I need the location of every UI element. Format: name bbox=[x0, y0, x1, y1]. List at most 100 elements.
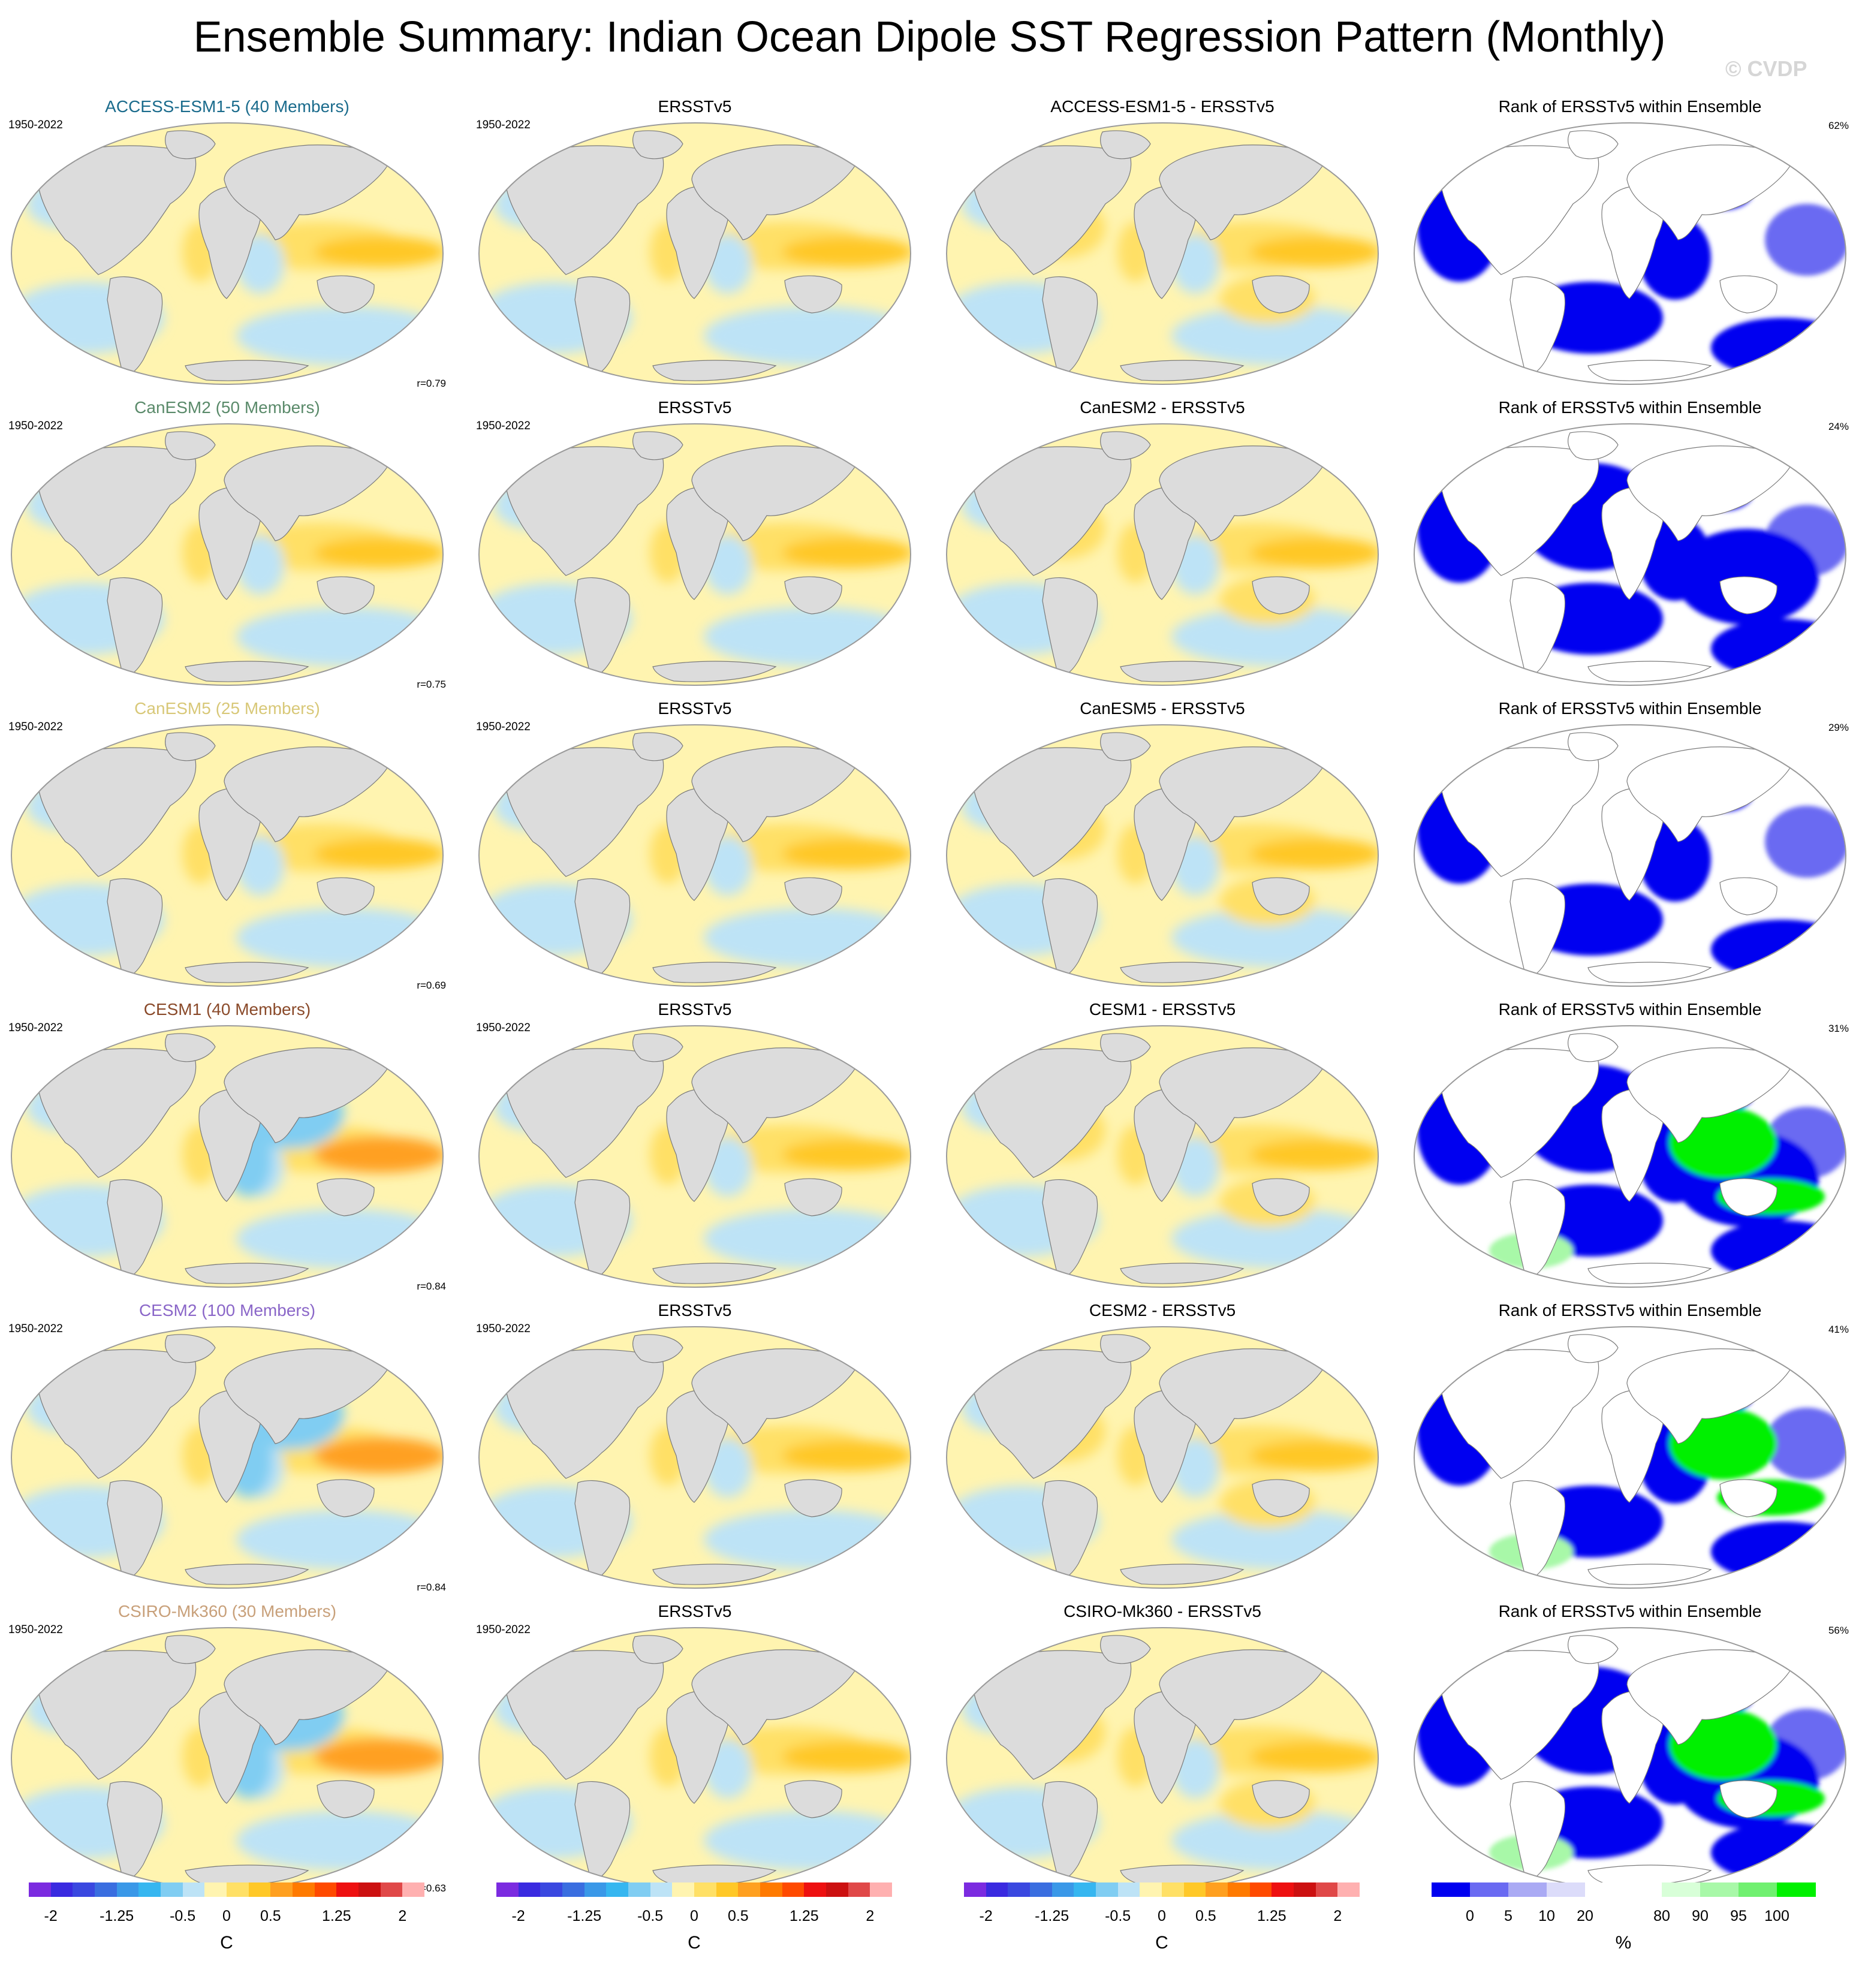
land-icon bbox=[1120, 661, 1245, 682]
colorbar-swatch bbox=[402, 1882, 425, 1897]
land-icon bbox=[317, 877, 375, 915]
land-icon bbox=[1568, 1033, 1619, 1062]
sst-colorbar: -2 -1.25 -0.5 0 0.5 1.25 2 C bbox=[496, 1882, 893, 1966]
land-icon bbox=[224, 1348, 390, 1444]
colorbar-tick-label: 2 bbox=[398, 1908, 407, 1924]
model-panel: CESM2 (100 Members) 1950-2022 r=0.84 bbox=[8, 1300, 446, 1594]
colorbar-swatch bbox=[270, 1882, 293, 1897]
land-icon bbox=[1510, 276, 1566, 375]
colorbar-tick-label: 1.25 bbox=[1257, 1908, 1286, 1924]
field-contour bbox=[782, 236, 911, 267]
land-icon bbox=[691, 445, 857, 541]
map-frame bbox=[1414, 724, 1846, 987]
map-frame bbox=[946, 1025, 1379, 1288]
land-icon bbox=[165, 1033, 216, 1062]
land-icon bbox=[1159, 746, 1325, 842]
land-icon bbox=[224, 445, 390, 541]
model-map bbox=[11, 1326, 444, 1589]
colorbar-swatch bbox=[29, 1882, 52, 1897]
field-contour bbox=[782, 838, 911, 869]
land-icon bbox=[38, 1048, 197, 1178]
difference-map bbox=[946, 1326, 1379, 1589]
land-icon bbox=[691, 1649, 857, 1745]
land-icon bbox=[1626, 1649, 1792, 1745]
field-contour bbox=[1249, 1139, 1378, 1170]
land-icon bbox=[1042, 1179, 1098, 1278]
land-icon bbox=[784, 1479, 842, 1517]
land-icon bbox=[1587, 1864, 1712, 1886]
land-icon bbox=[1568, 431, 1619, 460]
land-icon bbox=[317, 1780, 375, 1818]
land-icon bbox=[1626, 746, 1792, 842]
field-contour bbox=[236, 1811, 443, 1870]
land-icon bbox=[652, 661, 777, 682]
colorbar-swatch bbox=[738, 1882, 761, 1897]
colorbar-swatch bbox=[1315, 1882, 1338, 1897]
field-contour bbox=[1765, 806, 1846, 878]
land-icon bbox=[1252, 1178, 1310, 1216]
map-frame bbox=[11, 724, 444, 987]
colorbar-tick-label: -2 bbox=[511, 1908, 525, 1924]
land-icon bbox=[1100, 130, 1151, 159]
colorbar-swatches bbox=[29, 1882, 425, 1897]
colorbar-tick-label: -2 bbox=[979, 1908, 993, 1924]
period-label: 1950-2022 bbox=[476, 721, 531, 733]
land-icon bbox=[107, 276, 163, 375]
land-icon bbox=[1441, 1650, 1599, 1780]
land-icon bbox=[38, 1349, 197, 1479]
colorbar-swatch bbox=[293, 1882, 315, 1897]
land-icon bbox=[1587, 661, 1712, 682]
land-icon bbox=[1441, 1349, 1599, 1479]
period-label: 1950-2022 bbox=[8, 1022, 63, 1034]
land-icon bbox=[1441, 446, 1599, 576]
model-title: CESM1 (40 Members) bbox=[143, 1000, 311, 1019]
rank-map bbox=[1414, 1025, 1846, 1288]
sst-colorbar: -2 -1.25 -0.5 0 0.5 1.25 2 C bbox=[964, 1882, 1360, 1966]
land-icon bbox=[632, 431, 683, 460]
land-icon bbox=[691, 746, 857, 842]
map-frame bbox=[11, 1025, 444, 1288]
land-icon bbox=[691, 1047, 857, 1143]
colorbar-tick-label: -1.25 bbox=[100, 1908, 134, 1924]
rank-map bbox=[1414, 122, 1846, 385]
colorbar-unit: % bbox=[1615, 1933, 1632, 1953]
land-icon bbox=[1100, 1033, 1151, 1062]
land-icon bbox=[505, 1650, 664, 1780]
land-icon bbox=[574, 1781, 631, 1880]
obs-title: ERSSTv5 bbox=[658, 1000, 732, 1019]
colorbar-swatch bbox=[204, 1882, 227, 1897]
colorbar-swatch bbox=[1294, 1882, 1316, 1897]
colorbar-swatch bbox=[518, 1882, 541, 1897]
land-icon bbox=[574, 577, 631, 676]
difference-map bbox=[946, 423, 1379, 686]
difference-title: CanESM2 - ERSSTv5 bbox=[1080, 398, 1245, 417]
colorbar-swatch bbox=[1272, 1882, 1294, 1897]
land-icon bbox=[1042, 276, 1098, 375]
colorbar-swatch bbox=[1508, 1882, 1547, 1897]
colorbar-swatch bbox=[650, 1882, 673, 1897]
map-frame bbox=[478, 122, 911, 385]
land-icon bbox=[1252, 1780, 1310, 1818]
model-map bbox=[11, 1025, 444, 1288]
rank-title: Rank of ERSSTv5 within Ensemble bbox=[1498, 1602, 1762, 1620]
period-label: 1950-2022 bbox=[476, 1623, 531, 1636]
colorbar-swatch bbox=[584, 1882, 607, 1897]
land-icon bbox=[973, 446, 1132, 576]
pattern-correlation: r=0.75 bbox=[417, 679, 446, 690]
colorbar-swatch bbox=[870, 1882, 893, 1897]
colorbar-swatch bbox=[628, 1882, 651, 1897]
land-icon bbox=[38, 1650, 197, 1780]
diff-panel: CanESM2 - ERSSTv5 bbox=[944, 397, 1381, 691]
rank-percent: 56% bbox=[1828, 1625, 1849, 1636]
colorbar-swatch bbox=[540, 1882, 563, 1897]
land-icon bbox=[505, 747, 664, 877]
difference-title: CanESM5 - ERSSTv5 bbox=[1080, 699, 1245, 718]
land-icon bbox=[1568, 732, 1619, 761]
land-icon bbox=[1252, 576, 1310, 615]
colorbar-swatch bbox=[672, 1882, 695, 1897]
colorbar-tick-label: 80 bbox=[1653, 1908, 1670, 1924]
map-frame bbox=[1414, 122, 1846, 385]
colorbar-tick-label: 0 bbox=[1158, 1908, 1166, 1924]
field-contour bbox=[1249, 838, 1378, 869]
rank-map bbox=[1414, 1326, 1846, 1589]
